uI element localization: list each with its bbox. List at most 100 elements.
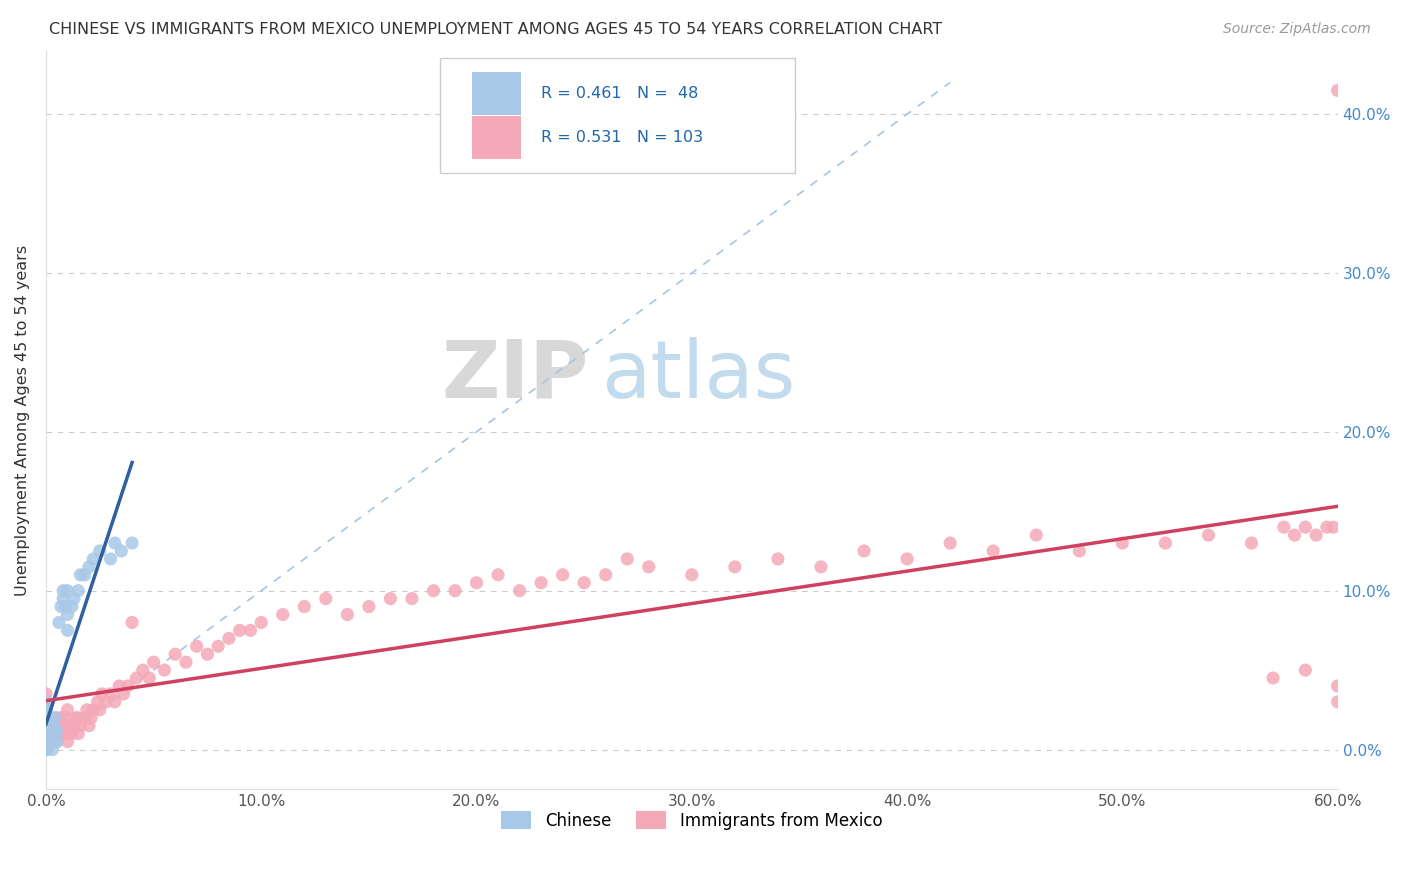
Point xyxy=(1198,528,1220,542)
Text: R = 0.461   N =  48: R = 0.461 N = 48 xyxy=(541,86,697,101)
Point xyxy=(724,559,747,574)
Point xyxy=(56,607,79,622)
Point xyxy=(218,632,240,646)
Point xyxy=(1326,83,1348,97)
Point xyxy=(77,719,100,733)
Point xyxy=(49,711,72,725)
Point xyxy=(77,559,100,574)
Point xyxy=(112,687,135,701)
Point xyxy=(73,567,96,582)
Point xyxy=(292,599,315,614)
Point xyxy=(35,742,58,756)
Point xyxy=(153,663,176,677)
Point xyxy=(239,624,262,638)
Point xyxy=(637,559,659,574)
Point xyxy=(35,687,58,701)
FancyBboxPatch shape xyxy=(472,72,522,115)
Point xyxy=(104,695,127,709)
Point xyxy=(76,703,98,717)
Point xyxy=(89,544,111,558)
Point xyxy=(35,734,58,748)
Point xyxy=(69,567,91,582)
Point xyxy=(100,687,122,701)
Point xyxy=(35,695,58,709)
Point xyxy=(35,742,58,756)
Point xyxy=(56,734,79,748)
Point xyxy=(86,695,108,709)
Point xyxy=(45,719,67,733)
Point xyxy=(35,742,58,756)
Point xyxy=(35,742,58,756)
Point xyxy=(89,703,111,717)
Point xyxy=(60,726,83,740)
Point xyxy=(509,583,531,598)
Point xyxy=(315,591,337,606)
Point xyxy=(56,719,79,733)
Point xyxy=(44,726,66,740)
Point xyxy=(35,711,58,725)
Point xyxy=(82,703,104,717)
Point xyxy=(132,663,155,677)
Point xyxy=(41,742,63,756)
Point xyxy=(336,607,359,622)
Point xyxy=(35,742,58,756)
Point xyxy=(551,567,574,582)
Point xyxy=(91,687,114,701)
Point xyxy=(35,703,58,717)
Point xyxy=(1261,671,1284,685)
Point xyxy=(35,719,58,733)
Point xyxy=(35,742,58,756)
Point xyxy=(56,703,79,717)
Point xyxy=(1069,544,1091,558)
Point xyxy=(49,599,72,614)
Point xyxy=(1326,695,1348,709)
Point xyxy=(401,591,423,606)
Point xyxy=(53,711,76,725)
Point xyxy=(52,591,75,606)
Y-axis label: Unemployment Among Ages 45 to 54 years: Unemployment Among Ages 45 to 54 years xyxy=(15,244,30,596)
Point xyxy=(186,640,208,654)
Point xyxy=(357,599,380,614)
Point xyxy=(486,567,509,582)
Point xyxy=(110,544,132,558)
Point xyxy=(52,719,75,733)
Point xyxy=(63,591,86,606)
Point xyxy=(67,711,90,725)
Text: CHINESE VS IMMIGRANTS FROM MEXICO UNEMPLOYMENT AMONG AGES 45 TO 54 YEARS CORRELA: CHINESE VS IMMIGRANTS FROM MEXICO UNEMPL… xyxy=(49,22,942,37)
Point xyxy=(1154,536,1177,550)
Point xyxy=(595,567,617,582)
Point xyxy=(35,703,58,717)
Point xyxy=(45,723,67,738)
Point xyxy=(35,742,58,756)
Point xyxy=(35,726,58,740)
Point xyxy=(117,679,139,693)
Point xyxy=(67,583,90,598)
Point xyxy=(1272,520,1295,534)
Point xyxy=(444,583,467,598)
Point xyxy=(35,711,58,725)
Point xyxy=(465,575,488,590)
Point xyxy=(250,615,273,630)
Point xyxy=(35,723,58,738)
Point xyxy=(35,719,58,733)
Point xyxy=(939,536,962,550)
Point xyxy=(616,552,638,566)
FancyBboxPatch shape xyxy=(440,58,796,172)
Point xyxy=(197,647,219,661)
Point xyxy=(56,726,79,740)
Point xyxy=(853,544,876,558)
Point xyxy=(35,742,58,756)
Point xyxy=(41,719,63,733)
Point xyxy=(165,647,187,661)
Point xyxy=(52,726,75,740)
Point xyxy=(121,615,143,630)
Point xyxy=(35,734,58,748)
Point xyxy=(60,599,83,614)
Point xyxy=(53,599,76,614)
Text: atlas: atlas xyxy=(602,336,796,415)
Point xyxy=(138,671,160,685)
Point xyxy=(67,726,90,740)
Point xyxy=(125,671,148,685)
Point xyxy=(44,726,66,740)
Point xyxy=(174,655,197,669)
